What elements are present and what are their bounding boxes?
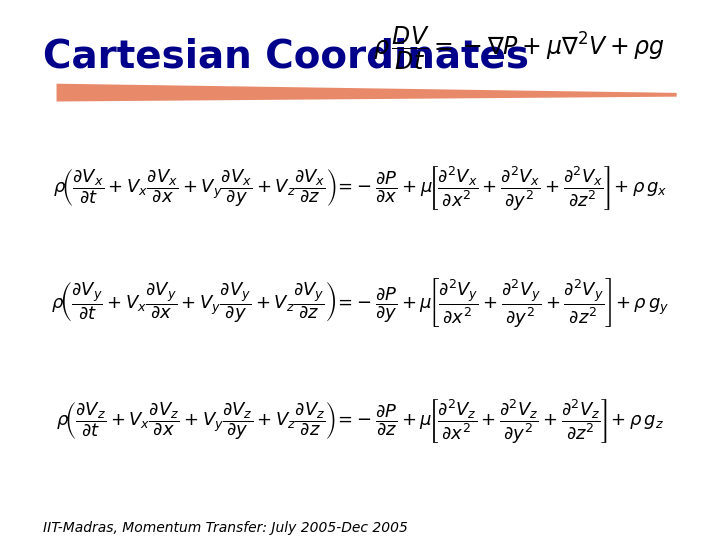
Polygon shape [57,84,677,102]
Text: $\rho\!\left(\dfrac{\partial V_z}{\partial t}+V_x\dfrac{\partial V_z}{\partial x: $\rho\!\left(\dfrac{\partial V_z}{\parti… [56,397,664,445]
Text: Cartesian Coordinates: Cartesian Coordinates [43,38,529,76]
Text: IIT-Madras, Momentum Transfer: July 2005-Dec 2005: IIT-Madras, Momentum Transfer: July 2005… [43,521,408,535]
Text: $\rho\!\left(\dfrac{\partial V_x}{\partial t}+V_x\dfrac{\partial V_x}{\partial x: $\rho\!\left(\dfrac{\partial V_x}{\parti… [53,165,667,213]
Text: $\rho\,\dfrac{DV}{Dt} = -\nabla P + \mu\nabla^2 V + \rho g$: $\rho\,\dfrac{DV}{Dt} = -\nabla P + \mu\… [373,24,665,72]
Text: $\rho\!\left(\dfrac{\partial V_y}{\partial t}+V_x\dfrac{\partial V_y}{\partial x: $\rho\!\left(\dfrac{\partial V_y}{\parti… [51,276,669,329]
